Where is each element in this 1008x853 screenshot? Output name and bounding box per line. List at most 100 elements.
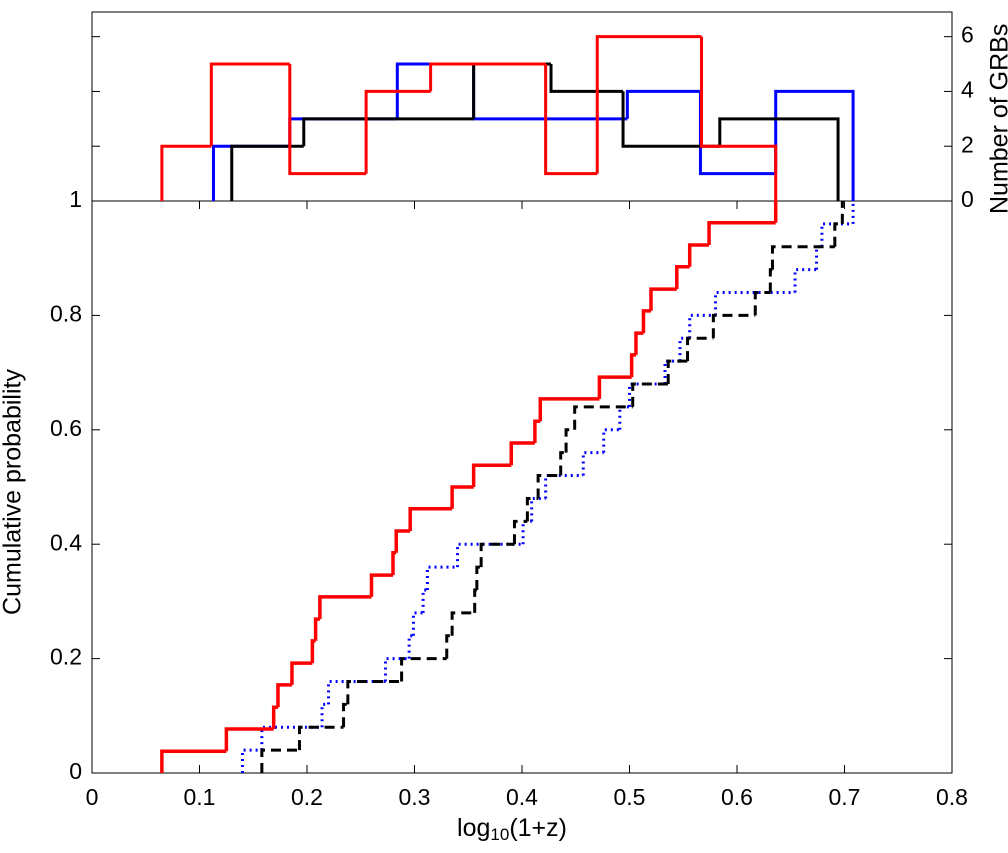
- cdf-step: [629, 353, 636, 378]
- cdf-step: [297, 725, 344, 751]
- histogram-step: [698, 91, 776, 176]
- cdf-step: [383, 657, 410, 682]
- cdf-step: [559, 451, 567, 476]
- cdf-step: [678, 336, 690, 362]
- plot-frame: [91, 11, 953, 774]
- cdf-step: [346, 679, 402, 705]
- x-tick-label: 0.1: [184, 784, 216, 810]
- histogram-step: [700, 36, 778, 201]
- cdf-step: [649, 287, 677, 311]
- cdf-step: [456, 542, 524, 568]
- histogram-step: [621, 91, 720, 148]
- cdf-step: [525, 496, 539, 522]
- cdf-step: [450, 611, 475, 636]
- cdf-step: [618, 405, 630, 430]
- y-tick-label: 0: [69, 758, 82, 784]
- cdf-step: [290, 661, 313, 685]
- cdf-step: [820, 222, 854, 247]
- histogram-step: [160, 144, 212, 201]
- cdf-step: [602, 428, 620, 453]
- y2-tick-label: 0: [961, 186, 974, 212]
- histogram-step: [302, 117, 474, 147]
- x-axis-label: log10(1+z): [457, 814, 567, 845]
- x-tick-label: 0.8: [936, 784, 968, 810]
- histogram-step: [211, 144, 290, 201]
- cdf-step: [768, 268, 773, 293]
- cdf-step: [320, 702, 329, 728]
- cdf-step: [407, 634, 414, 659]
- cdf-step: [663, 359, 681, 385]
- cdf-step: [573, 405, 633, 430]
- x-tick-label: 0.7: [829, 784, 861, 810]
- cdf-step: [564, 428, 575, 453]
- cdf-step: [224, 727, 274, 752]
- cdf-step: [521, 519, 532, 545]
- cdf-step: [342, 702, 348, 728]
- cdf-step: [241, 748, 262, 773]
- x-axis-label-part: 10: [490, 825, 509, 844]
- cdf-step: [536, 474, 561, 499]
- histogram-step: [288, 117, 398, 147]
- x-tick-label: 0: [86, 784, 99, 810]
- cdf-step: [425, 565, 458, 590]
- cdf-step: [471, 463, 512, 487]
- x-axis-label-part: (1+z): [509, 814, 567, 842]
- cdf-step: [688, 313, 716, 339]
- y2-axis-label: Number of GRBs: [986, 24, 1008, 214]
- histogram-step: [544, 64, 598, 176]
- histogram-step: [718, 117, 840, 201]
- histogram-step: [230, 144, 304, 201]
- cdf-step: [421, 588, 428, 613]
- cdf-step: [512, 519, 528, 545]
- y-tick-label: 0.8: [50, 300, 82, 326]
- histogram-step: [472, 62, 552, 119]
- cdf-step: [815, 245, 822, 270]
- histogram-step: [364, 89, 431, 174]
- x-tick-label: 0.5: [614, 784, 646, 810]
- cdf-step: [260, 725, 323, 751]
- x-tick-label: 0.3: [399, 784, 431, 810]
- cdf-step: [634, 331, 644, 355]
- x-axis-label-part: log: [457, 814, 490, 842]
- histogram-step: [549, 64, 624, 93]
- y-tick-label: 0.4: [50, 529, 82, 555]
- cdf-step: [160, 749, 227, 773]
- cdf-step: [445, 634, 453, 659]
- cdf-step: [666, 359, 688, 385]
- cdf-step: [400, 657, 447, 682]
- histogram-step: [288, 64, 367, 176]
- cdf-step: [530, 496, 546, 522]
- cdf-step: [793, 268, 817, 293]
- cdf-step: [581, 451, 604, 476]
- cdf-step: [544, 474, 584, 499]
- cdf-step: [714, 291, 796, 316]
- cdf-step: [641, 309, 651, 334]
- cdf-step: [753, 291, 771, 316]
- cdf-step: [391, 551, 397, 576]
- cdf-step: [313, 617, 320, 641]
- y2-tick-label: 2: [961, 131, 974, 157]
- y-tick-label: 1: [69, 186, 82, 212]
- x-tick-label: 0.4: [506, 784, 538, 810]
- cdf-step: [509, 441, 535, 466]
- histogram-step: [595, 35, 702, 174]
- cdf-step: [394, 529, 411, 553]
- cdf-step: [628, 382, 665, 407]
- cdf-step: [479, 542, 515, 568]
- x-tick-label: 0.2: [291, 784, 323, 810]
- cdf-step: [538, 397, 600, 422]
- cdf-step: [687, 243, 710, 267]
- cdf-step: [260, 748, 300, 773]
- cdf-step: [686, 336, 714, 362]
- cdf-step: [533, 419, 541, 443]
- cdf-step: [833, 222, 843, 247]
- cdf-step: [631, 382, 669, 407]
- y2-tick-label: 4: [961, 77, 974, 103]
- cdf-step: [475, 565, 482, 590]
- cdf-step: [770, 245, 835, 270]
- cdf-step: [318, 595, 372, 620]
- cdf-step: [711, 313, 756, 339]
- cdf-step: [411, 611, 424, 636]
- cdf-step: [271, 705, 278, 729]
